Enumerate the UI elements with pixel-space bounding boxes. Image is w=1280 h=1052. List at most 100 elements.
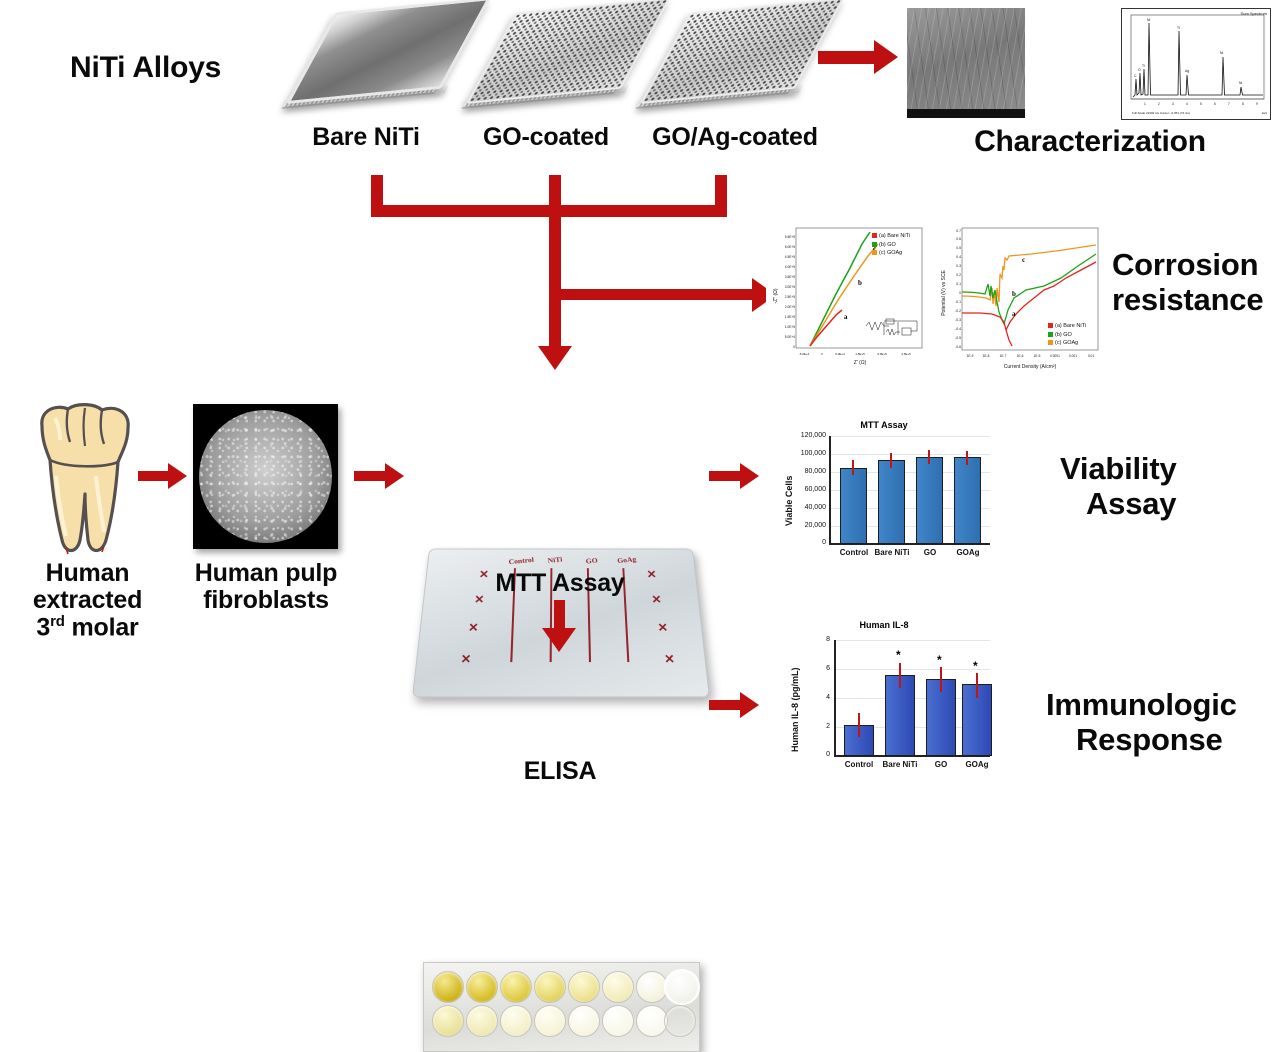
legend-swatch-bare-niti <box>1048 323 1053 329</box>
svg-text:0.0001: 0.0001 <box>1050 354 1060 358</box>
arrow-elisa-to-chart-shaft <box>709 700 742 710</box>
arrow-mtt-to-chart-head <box>740 463 759 489</box>
bar-go <box>916 456 943 544</box>
well-cross-mark: ✕ <box>657 620 669 635</box>
branch-main-vertical <box>549 205 561 350</box>
bar-bare-niti <box>885 674 915 756</box>
gridline <box>830 508 990 509</box>
arrow-tooth-to-cells-shaft <box>138 471 170 481</box>
fibroblast-caption: Human pulp fibroblasts <box>180 560 352 614</box>
afm-micrograph <box>1027 8 1119 118</box>
mtt-plate-caption: MTT Assay <box>495 569 625 597</box>
svg-text:0: 0 <box>793 345 795 349</box>
legend-swatch-go <box>1048 331 1053 337</box>
svg-text:3.0E+5: 3.0E+5 <box>785 285 795 289</box>
x-category-control: Control <box>844 760 874 769</box>
y-tick: 4 <box>826 694 830 701</box>
legend-swatch-goag <box>1048 340 1053 346</box>
svg-text:Ni: Ni <box>1239 81 1242 85</box>
svg-text:a: a <box>1012 310 1016 318</box>
svg-text:Ti: Ti <box>1177 26 1180 30</box>
legend-item-goag: (c) GOAg <box>1048 339 1086 348</box>
svg-text:4.0E+5: 4.0E+5 <box>785 265 795 269</box>
nyquist-xlabel: Z' (Ω) <box>854 360 867 366</box>
polarization-legend: (a) Bare NiTi (b) GO (c) GOAg <box>1048 322 1086 348</box>
svg-text:3: 3 <box>1172 102 1174 106</box>
arrow-mtt-to-chart-shaft <box>709 471 742 481</box>
corrosion-label-line1: Corrosion <box>1112 247 1259 282</box>
tooth-caption-line3: 3rd molar <box>36 613 139 642</box>
svg-text:0.2: 0.2 <box>956 273 961 277</box>
elisa-well <box>432 1005 464 1037</box>
svg-text:2.5E+5: 2.5E+5 <box>785 295 795 299</box>
significance-star-goag: * <box>973 659 978 673</box>
x-category-control: Control <box>839 548 869 557</box>
elisa-well <box>568 1005 600 1037</box>
x-category-go: GO <box>923 548 937 557</box>
well-cross-mark: ✕ <box>663 652 676 667</box>
error-bar-control <box>852 460 854 475</box>
y-tick: 120,000 <box>800 432 826 439</box>
x-category-bare-niti: Bare NiTi <box>874 548 910 557</box>
handwritten-label-go: GO <box>585 556 599 566</box>
svg-text:6: 6 <box>1214 102 1216 106</box>
legend-item-bare-niti: (a) Bare NiTi <box>872 232 910 241</box>
bar-bare-niti <box>878 460 905 544</box>
y-tick: 80,000 <box>804 468 826 475</box>
svg-text:-0.2: -0.2 <box>955 309 961 313</box>
sample-bare-niti <box>281 0 491 120</box>
well-cross-mark: ✕ <box>460 652 472 667</box>
arrow-to-characterization-shaft <box>818 51 876 64</box>
human-il8-chart: Human IL-8 8 6 4 2 0 Human IL-8 (pg/mL) … <box>772 618 996 786</box>
arrow-elisa-to-chart-head <box>740 692 759 718</box>
elisa-plate-caption: ELISA <box>523 757 597 785</box>
elisa-well <box>466 971 498 1003</box>
svg-text:c: c <box>873 245 876 253</box>
bare-niti-plate-graphic <box>281 0 491 120</box>
y-tick: 8 <box>826 636 830 643</box>
error-bar-goag <box>976 673 978 698</box>
characterization-label: Characterization <box>974 125 1206 158</box>
svg-text:Ni: Ni <box>1220 51 1223 55</box>
svg-text:1E-5: 1E-5 <box>1034 354 1041 358</box>
error-bar-control <box>858 713 860 737</box>
svg-text:4: 4 <box>1186 102 1188 106</box>
eds-spectrum-curve: Ni Ti CO Ti Ag Ni Ni 1 2 3 4 5 6 7 8 9 Full Scal… <box>1130 14 1267 115</box>
tooth-caption-line1: Human <box>45 559 130 587</box>
legend-swatch-bare-niti <box>872 233 877 239</box>
svg-text:2: 2 <box>1158 102 1160 106</box>
svg-text:a: a <box>844 313 848 321</box>
niti-alloys-label: NiTi Alloys <box>70 51 222 84</box>
svg-text:0.4: 0.4 <box>956 255 961 259</box>
mtt-assay-chart: MTT Assay 120,000 100,000 80,000 60,000 … <box>772 418 996 568</box>
svg-text:5.0E+5: 5.0E+5 <box>785 245 795 249</box>
y-tick: 0 <box>822 539 826 546</box>
svg-text:0: 0 <box>821 352 823 356</box>
svg-text:0.01: 0.01 <box>1088 354 1094 358</box>
svg-text:0.1: 0.1 <box>956 282 961 286</box>
x-axis <box>829 543 990 545</box>
bar-control <box>840 467 867 544</box>
y-axis <box>829 436 831 544</box>
svg-text:O: O <box>1138 68 1141 72</box>
svg-text:1.5E+5: 1.5E+5 <box>855 352 865 356</box>
tooth-caption: Human extracted 3rd molar <box>10 560 165 641</box>
legend-swatch-go <box>872 241 877 247</box>
svg-text:2.0E+5: 2.0E+5 <box>785 305 795 309</box>
x-category-goag: GOAg <box>965 760 989 769</box>
go-coated-plate-graphic <box>461 0 671 120</box>
svg-text:1: 1 <box>1144 102 1146 106</box>
fibroblast-caption-line1: Human pulp <box>194 559 338 587</box>
y-tick: 2 <box>826 723 830 730</box>
goag-coated-plate-graphic <box>635 0 845 120</box>
elisa-well <box>466 1005 498 1037</box>
sample-label-bare-niti: Bare NiTi <box>312 123 420 151</box>
elisa-well <box>500 1005 532 1037</box>
elisa-well <box>664 1005 696 1037</box>
svg-text:0.5: 0.5 <box>956 246 961 250</box>
gridline <box>830 454 990 455</box>
legend-item-go: (b) GO <box>872 241 910 250</box>
arrow-mtt-to-elisa-shaft <box>554 600 565 632</box>
svg-text:-0.1: -0.1 <box>955 300 961 304</box>
